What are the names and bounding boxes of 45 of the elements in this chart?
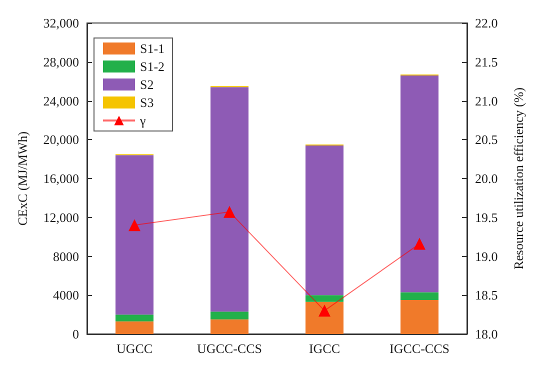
- x-tick-label: UGCC: [116, 341, 153, 356]
- bar: [400, 292, 438, 300]
- y-tick-label: 16,000: [43, 171, 79, 186]
- bar: [306, 145, 344, 296]
- y-tick-label: 8000: [53, 248, 79, 264]
- legend-label: S3: [140, 95, 154, 110]
- x-tick-label: UGCC-CCS: [196, 341, 262, 356]
- point: [224, 206, 236, 218]
- legend-label: S1-1: [140, 41, 165, 56]
- bar: [210, 319, 248, 334]
- y2-tick-label: 18.5: [475, 288, 498, 303]
- bar: [116, 155, 154, 315]
- y2-tick-label: 21.5: [475, 54, 498, 70]
- y-tick-label: 12,000: [43, 210, 79, 225]
- x-tick-label: IGCC: [308, 341, 340, 356]
- y2-tick-label: 19.0: [475, 248, 498, 264]
- y-axis-title: CExC (MJ/MWh): [15, 131, 30, 226]
- y-tick-label: 24,000: [43, 93, 79, 108]
- point: [414, 238, 426, 250]
- y2-tick-label: 18.0: [475, 326, 498, 342]
- y-tick-label: 28,000: [43, 54, 79, 70]
- y2-axis-title: Resource utilization efficiency (%): [511, 87, 526, 270]
- bar: [210, 312, 248, 320]
- bar: [306, 302, 344, 334]
- bar: [400, 300, 438, 334]
- y2-tick-label: 21.0: [475, 93, 498, 108]
- y-tick-label: 4000: [53, 288, 79, 303]
- bar: [210, 87, 248, 312]
- y2-tick-label: 20.5: [475, 132, 498, 148]
- y2-tick-label: 22.0: [475, 16, 498, 30]
- bar: [116, 314, 154, 322]
- y2-tick-label: 20.0: [475, 171, 498, 186]
- legend-label: S2: [140, 77, 154, 92]
- bar: [306, 295, 344, 302]
- legend-label: S1-2: [140, 59, 165, 74]
- bar: [116, 321, 154, 334]
- y-tick-label: 32,000: [43, 16, 79, 30]
- legend-label: γ: [139, 113, 146, 128]
- y2-tick-label: 19.5: [475, 210, 498, 225]
- x-tick-label: IGCC-CCS: [390, 341, 450, 356]
- y-tick-label: 0: [72, 326, 79, 342]
- point: [318, 304, 330, 317]
- point: [128, 219, 140, 232]
- y-tick-label: 20,000: [43, 132, 79, 148]
- bar: [400, 75, 438, 292]
